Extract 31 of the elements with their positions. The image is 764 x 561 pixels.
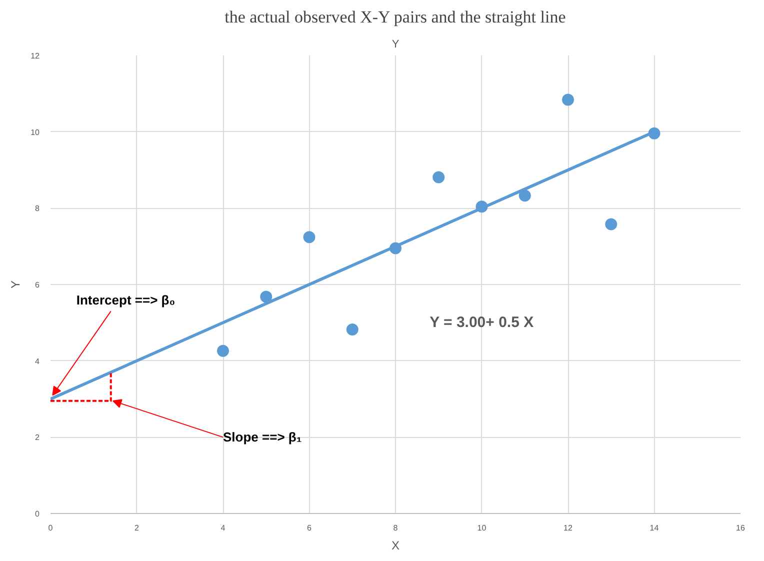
y-axis-title: Y: [8, 280, 23, 288]
x-tick-label: 0: [48, 524, 54, 532]
y-tick-label: 8: [35, 204, 40, 214]
x-tick-label: 10: [477, 524, 487, 532]
point: [260, 290, 272, 303]
x-tick-label: 8: [393, 524, 398, 532]
x-tick-label: 14: [650, 524, 660, 532]
point: [346, 324, 358, 336]
point: [605, 218, 618, 230]
y-tick-label: 0: [35, 510, 40, 518]
chart-title: Y: [392, 38, 400, 50]
y-tick-label: 4: [35, 356, 40, 366]
annotation: Slope ==> β₁: [223, 430, 302, 445]
point: [432, 171, 445, 184]
y-tick-label: 2: [35, 433, 40, 442]
x-axis-title: X: [392, 538, 400, 552]
point: [562, 94, 574, 106]
point: [518, 190, 531, 202]
y-tick-label: 10: [30, 128, 40, 137]
x-tick-label: 16: [736, 524, 746, 532]
annotation: Intercept ==> β₀: [76, 292, 176, 308]
x-tick-label: 6: [307, 524, 312, 532]
point: [217, 344, 229, 357]
x-tick-label: 2: [134, 524, 140, 532]
point: [303, 231, 316, 244]
annotation: Y = 3.00+ 0.5 X: [430, 314, 534, 332]
y-tick-label: 6: [35, 280, 40, 290]
x-tick-label: 12: [564, 524, 573, 532]
x-tick-label: 4: [220, 524, 226, 532]
y-tick-label: 12: [30, 52, 40, 60]
text: the actual observed X-Y pairs and the straight line: [224, 8, 566, 26]
